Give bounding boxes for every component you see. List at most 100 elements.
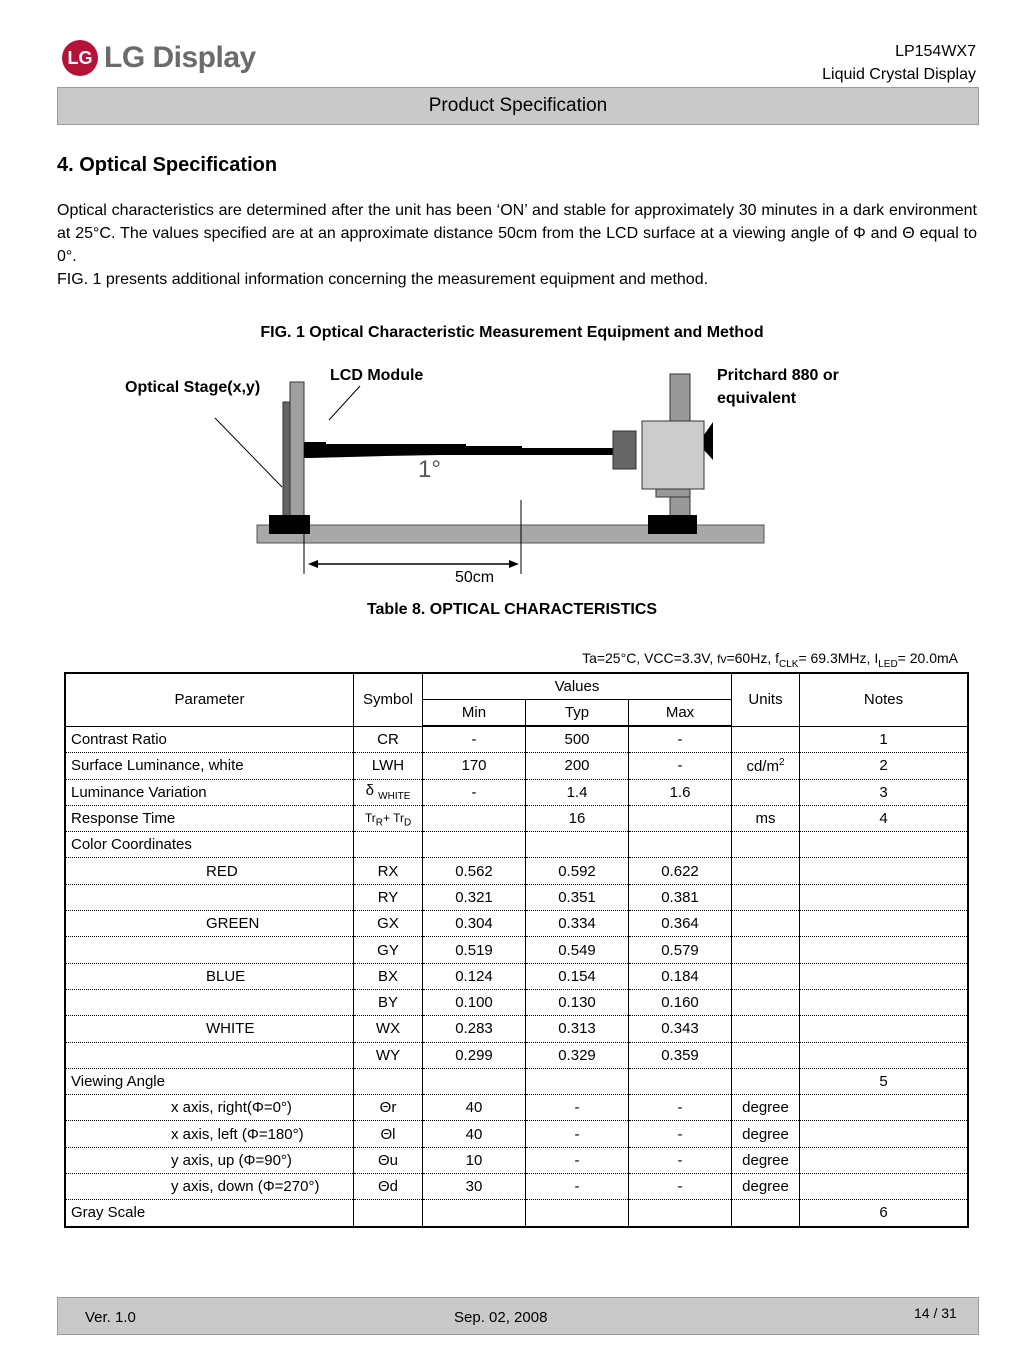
cell-notes <box>799 1094 969 1122</box>
cell-units <box>731 936 800 964</box>
arrow-head-right <box>509 560 519 568</box>
cell-min: 0.124 <box>422 963 526 990</box>
cell-symbol: Θr <box>353 1094 423 1122</box>
table-row: GREEN GX 0.304 0.334 0.364 <box>64 910 969 938</box>
cell-notes: 2 <box>799 752 969 780</box>
cell-param: BLUE <box>64 963 354 990</box>
cell-units: cd/m2 <box>731 752 800 780</box>
cell-typ <box>525 1199 629 1227</box>
table-row: RED RX 0.562 0.592 0.622 <box>64 857 969 885</box>
table-row: x axis, left (Φ=180°) Θl 40- - degree <box>64 1120 969 1148</box>
cell-notes <box>799 884 969 912</box>
table-row: y axis, down (Φ=270°) Θd 30- - degree <box>64 1173 969 1201</box>
cell-symbol: BY <box>353 989 423 1017</box>
section-title: 4. Optical Specification <box>57 154 278 176</box>
cell-notes: 5 <box>799 1068 969 1096</box>
cell-symbol: LWH <box>353 752 423 780</box>
optical-characteristics-table: Parameter Symbol Values Units Notes Min … <box>64 672 969 1228</box>
table-row: Gray Scale 6 <box>64 1199 969 1227</box>
cell-notes: 4 <box>799 805 969 833</box>
cell-max: - <box>628 1094 732 1122</box>
cell-param: x axis, left (Φ=180°) <box>64 1120 354 1148</box>
cell-min: 0.562 <box>422 857 526 885</box>
cell-param <box>64 936 354 964</box>
cell-param: Surface Luminance, white <box>64 752 354 780</box>
meter-lens <box>612 430 637 470</box>
meter-foot <box>648 515 697 534</box>
cell-param: Viewing Angle <box>64 1068 354 1096</box>
cell-min: 10 <box>422 1147 526 1175</box>
cell-min: 0.283 <box>422 1015 526 1043</box>
cell-min: 40 <box>422 1094 526 1122</box>
cell-max: 0.184 <box>628 963 732 990</box>
header-parameter: Parameter <box>64 673 354 727</box>
lg-display-logo: LG LG Display <box>62 40 256 76</box>
cell-typ: 0.154 <box>525 963 629 990</box>
cell-min: 0.519 <box>422 936 526 964</box>
arrow-head-left <box>308 560 318 568</box>
meter-eyepiece <box>704 422 713 460</box>
meter-label-line: equivalent <box>717 390 797 407</box>
cell-notes <box>799 1015 969 1043</box>
lcd-module-panel <box>289 381 305 528</box>
cell-units: degree <box>731 1120 800 1148</box>
cell-units: degree <box>731 1094 800 1122</box>
cell-param <box>64 1042 354 1069</box>
cell-max <box>628 805 732 833</box>
cell-notes <box>799 1173 969 1201</box>
lg-logo-mark: LG <box>62 40 98 76</box>
cell-param: Contrast Ratio <box>64 726 354 754</box>
page-number: 14 / 31 <box>914 1305 957 1321</box>
cell-min: 0.321 <box>422 884 526 912</box>
cell-units: degree <box>731 1147 800 1175</box>
cell-param: RED <box>64 857 354 885</box>
logo-text: LG Display <box>104 41 256 74</box>
intro-paragraph: FIG. 1 presents additional information c… <box>57 271 709 288</box>
stage-pointer-line <box>214 417 283 488</box>
cell-typ: - <box>525 1147 629 1175</box>
cell-units <box>731 857 800 885</box>
figure-caption: FIG. 1 Optical Characteristic Measuremen… <box>260 324 764 341</box>
meter-body <box>641 420 705 490</box>
cell-symbol: WX <box>353 1015 423 1043</box>
cell-units <box>731 910 800 938</box>
table-row: Response Time TrR+ TrD 16 ms 4 <box>64 805 969 833</box>
cell-param: Luminance Variation <box>64 779 354 806</box>
cell-max: - <box>628 1173 732 1201</box>
cell-notes <box>799 989 969 1017</box>
cell-min <box>422 805 526 833</box>
table-row: Color Coordinates <box>64 831 969 859</box>
cell-symbol: δ WHITE <box>353 779 423 806</box>
intro-text: Optical characteristics are determined a… <box>57 199 977 291</box>
cell-units <box>731 1199 800 1227</box>
cell-typ: 16 <box>525 805 629 833</box>
cell-notes: 1 <box>799 726 969 754</box>
cell-typ: 1.4 <box>525 779 629 806</box>
cell-max: 0.160 <box>628 989 732 1017</box>
cell-min: 30 <box>422 1173 526 1201</box>
cell-max: 0.364 <box>628 910 732 938</box>
header-info: LP154WX7 Liquid Crystal Display <box>822 40 976 86</box>
cell-typ <box>525 831 629 859</box>
cell-units: degree <box>731 1173 800 1201</box>
cell-symbol: RY <box>353 884 423 912</box>
table-row: BLUE BX 0.124 0.154 0.184 <box>64 963 969 990</box>
table-row: x axis, right(Φ=0°) Θr 40- - degree <box>64 1094 969 1122</box>
cell-units: ms <box>731 805 800 833</box>
cell-max <box>628 1199 732 1227</box>
measurement-diagram: Optical Stage(x,y) LCD Module Pritchard … <box>60 360 839 590</box>
base-plate <box>256 524 765 544</box>
table-row: Surface Luminance, white LWH 170 200- cd/m2 2 <box>64 752 969 780</box>
cell-typ: 0.592 <box>525 857 629 885</box>
model-number: LP154WX7 <box>895 43 976 60</box>
cell-min: 40 <box>422 1120 526 1148</box>
cell-max: 0.343 <box>628 1015 732 1043</box>
cell-max: 0.622 <box>628 857 732 885</box>
header-max: Max <box>628 699 732 727</box>
table-row: WY 0.299 0.329 0.359 <box>64 1042 969 1069</box>
header-units: Units <box>731 673 800 727</box>
cell-param: Color Coordinates <box>64 831 354 859</box>
cell-min <box>422 1199 526 1227</box>
meter-label-line: Pritchard 880 or <box>717 367 839 384</box>
cell-param <box>64 989 354 1017</box>
